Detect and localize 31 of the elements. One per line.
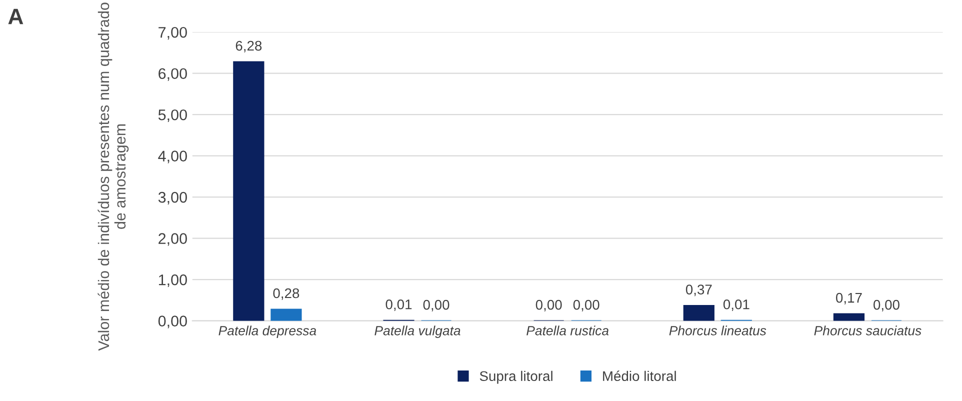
x-tick-label: Patella depressa (218, 326, 316, 338)
y-tick-label: 4,00 (158, 150, 187, 164)
data-label: 0,01 (723, 299, 750, 311)
y-tick-label: 6,00 (158, 68, 187, 81)
y-tick-label: 2,00 (158, 233, 187, 246)
data-label: 0,00 (423, 300, 450, 312)
x-tick-label: Patella rustica (526, 326, 609, 336)
bar (270, 308, 302, 321)
legend-label: Supra litoral (480, 370, 552, 384)
y-axis-title: Valor médio de indivíduos presentes num quadrado de amostragem (98, 2, 129, 351)
data-label: 0,00 (573, 300, 600, 312)
data-label: 0,00 (874, 300, 900, 312)
data-label: 0,17 (836, 292, 862, 304)
y-tick-label: 3,00 (158, 192, 187, 205)
y-tick-label: 0,00 (158, 316, 187, 328)
bar (233, 61, 264, 321)
data-label: 0,28 (273, 288, 300, 300)
data-label: 0,37 (686, 284, 712, 296)
bar (683, 304, 714, 321)
x-tick-label: Patella vulgata (374, 326, 460, 338)
x-tick-label: Phorcus lineatus (669, 326, 766, 336)
x-tick-label: Phorcus sauciatus (814, 326, 922, 336)
data-label: 6,28 (236, 40, 262, 52)
y-tick-label: 5,00 (158, 109, 187, 122)
bar (833, 313, 865, 321)
legend-label: Médio litoral (603, 370, 676, 382)
y-tick-label: 1,00 (158, 274, 187, 288)
data-label: 0,01 (386, 299, 412, 311)
text: A (8, 8, 24, 24)
data-label: 0,00 (536, 300, 562, 312)
y-tick-label: 7,00 (158, 26, 187, 40)
